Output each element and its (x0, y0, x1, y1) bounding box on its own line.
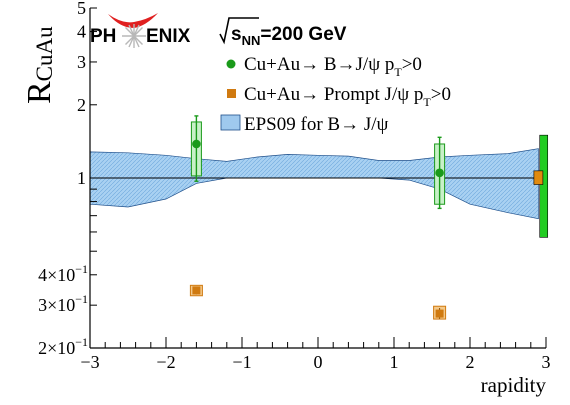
logo-text-left: PH (90, 26, 116, 47)
logo-swoosh-icon (108, 13, 158, 28)
tick-labels-group: −3 −2 −1 0 1 2 3 2×10−1 3×10−1 4×10−1 1 2 3 4 5 (38, 0, 550, 372)
eps09-band (89, 148, 539, 220)
marker-circle (192, 139, 201, 149)
global-uncertainty-group (533, 134, 549, 238)
x-tick-label: −3 (80, 352, 99, 372)
legend-entry-b-to-jpsi: Cu+Au→ B→J/ψ pT>0 (226, 54, 422, 79)
logo-star-icon (122, 24, 146, 48)
y-tick-label: 3 (77, 52, 86, 72)
series-group (189, 115, 447, 320)
legend-entry-eps09: EPS09 for B→ J/ψ (220, 114, 388, 135)
y-tick-label: 4 (77, 22, 86, 42)
legend-marker-band (220, 114, 241, 131)
legend-entry-prompt-jpsi: Cu+Au→ Prompt J/ψ pT>0 (227, 84, 451, 109)
x-tick-label: −2 (156, 352, 175, 372)
legend-label-eps09: EPS09 for B→ J/ψ (244, 114, 388, 135)
x-tick-label: 0 (314, 352, 323, 372)
axes-group (89, 7, 547, 349)
legend-label-prompt-jpsi: Cu+Au→ Prompt J/ψ pT>0 (244, 84, 451, 109)
x-tick-label: 2 (466, 352, 475, 372)
global-uncertainty-green (539, 134, 549, 238)
svg-text:sNN=200 GeV: sNN=200 GeV (231, 24, 347, 48)
global-uncertainty-orange (533, 170, 544, 185)
x-axis-title: rapidity (481, 373, 547, 397)
data-point-0-1 (434, 136, 446, 210)
data-point-0-0 (190, 115, 202, 182)
y-axis-title: RCuAu (21, 26, 58, 104)
x-tick-label: −1 (232, 352, 251, 372)
data-point-1-1 (433, 305, 447, 320)
y-tick-label: 2 (77, 95, 86, 115)
y-tick-label: 1 (77, 168, 86, 188)
legend-marker-square (227, 89, 236, 98)
data-point-1-0 (189, 284, 203, 297)
legend-marker-circle (226, 59, 236, 69)
eps09-band-group (89, 148, 539, 220)
logo-text-right: ENIX (146, 26, 191, 47)
x-tick-label: 1 (390, 352, 399, 372)
marker-square (435, 309, 444, 318)
marker-square (192, 286, 201, 295)
legend: Cu+Au→ B→J/ψ pT>0 Cu+Au→ Prompt J/ψ pT>0… (220, 54, 451, 135)
sqrt-icon (219, 17, 259, 45)
y-tick-label: 3×10−1 (38, 292, 88, 315)
energy-label: sNN=200 GeV (219, 17, 347, 48)
legend-label-b-to-jpsi: Cu+Au→ B→J/ψ pT>0 (244, 54, 422, 79)
y-tick-label: 5 (77, 0, 86, 18)
phenix-logo: PH ENIX (90, 13, 191, 48)
marker-circle (435, 168, 444, 178)
y-tick-label: 2×10−1 (38, 335, 88, 358)
x-tick-label: 3 (542, 352, 551, 372)
y-tick-label: 4×10−1 (38, 262, 88, 285)
